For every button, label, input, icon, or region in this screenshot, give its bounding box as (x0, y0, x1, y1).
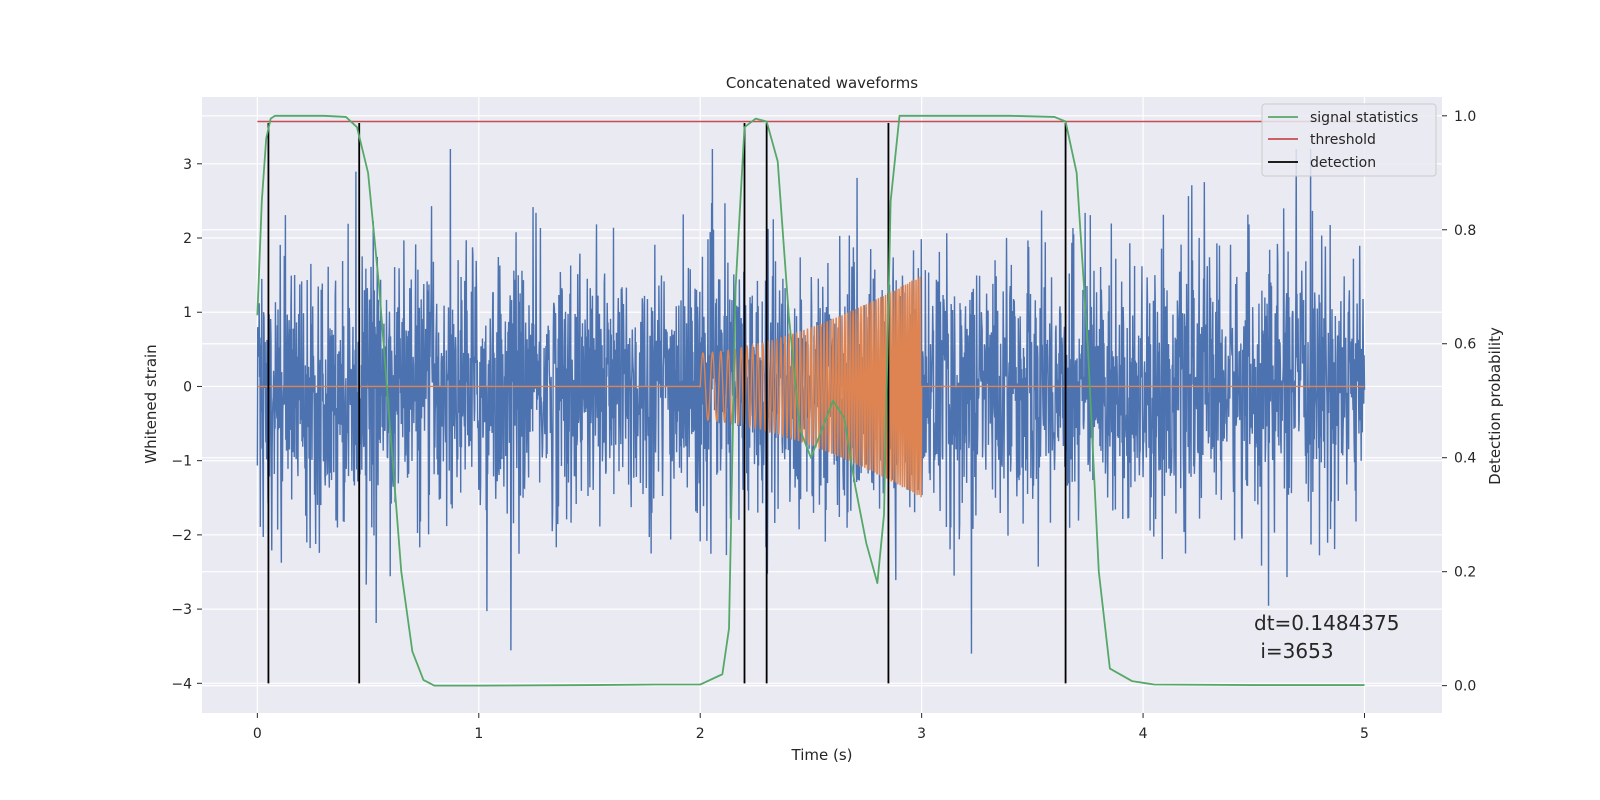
y-left-tick-label: −1 (171, 454, 192, 470)
y-left-tick-label: 3 (183, 157, 192, 173)
y-left-tick-label: 1 (183, 305, 192, 321)
signal-statistics-series (256, 114, 1365, 687)
y-right-tick-label: 0.4 (1454, 451, 1476, 467)
axes: 0 1 2 3 4 5 −4 −3 −2 −1 0 1 2 3 0.0 0.2 0.4 0.6 0.8 1.0 (171, 109, 1476, 742)
x-tick-label: 1 (474, 726, 483, 742)
detection-series (267, 122, 1067, 684)
legend-label-detection: detection (1310, 155, 1376, 171)
plot-layer (256, 114, 1366, 687)
y-left-tick-label: −2 (171, 528, 192, 544)
y-left-tick-label: 2 (183, 231, 192, 247)
legend-label-signal-statistics: signal statistics (1310, 110, 1418, 126)
y-left-tick-label: −3 (171, 602, 192, 618)
legend: signal statistics threshold detection (1261, 103, 1437, 177)
x-tick-label: 4 (1139, 726, 1148, 742)
x-tick-label: 2 (696, 726, 705, 742)
legend-box (1261, 103, 1437, 177)
injection-line (257, 276, 1365, 498)
legend-label-threshold: threshold (1310, 132, 1376, 148)
y-right-tick-label: 0.8 (1454, 223, 1476, 239)
x-axis-label: Time (s) (791, 746, 853, 764)
x-tick-label: 0 (253, 726, 262, 742)
injection-series (257, 276, 1365, 498)
chart-title: Concatenated waveforms (726, 74, 918, 92)
y-left-tick-label: 0 (183, 379, 192, 395)
y-right-tick-label: 0.0 (1454, 679, 1476, 695)
y-left-tick-label: −4 (171, 676, 192, 692)
y-right-tick-label: 0.2 (1454, 565, 1476, 581)
x-tick-label: 5 (1360, 726, 1369, 742)
y-right-tick-label: 1.0 (1454, 109, 1476, 125)
signal-statistics-line (256, 114, 1365, 687)
annotation-dt: dt=0.1484375 (1254, 611, 1399, 635)
y-axis-label-right: Detection probability (1486, 327, 1504, 485)
y-axis-label-left: Whitened strain (142, 344, 160, 463)
y-right-tick-label: 0.6 (1454, 337, 1476, 353)
x-tick-label: 3 (917, 726, 926, 742)
annotation-index: i=3653 (1254, 639, 1334, 663)
